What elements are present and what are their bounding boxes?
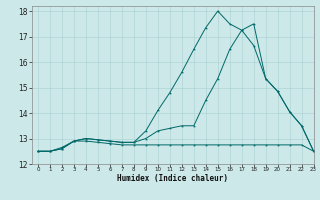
X-axis label: Humidex (Indice chaleur): Humidex (Indice chaleur) — [117, 174, 228, 183]
